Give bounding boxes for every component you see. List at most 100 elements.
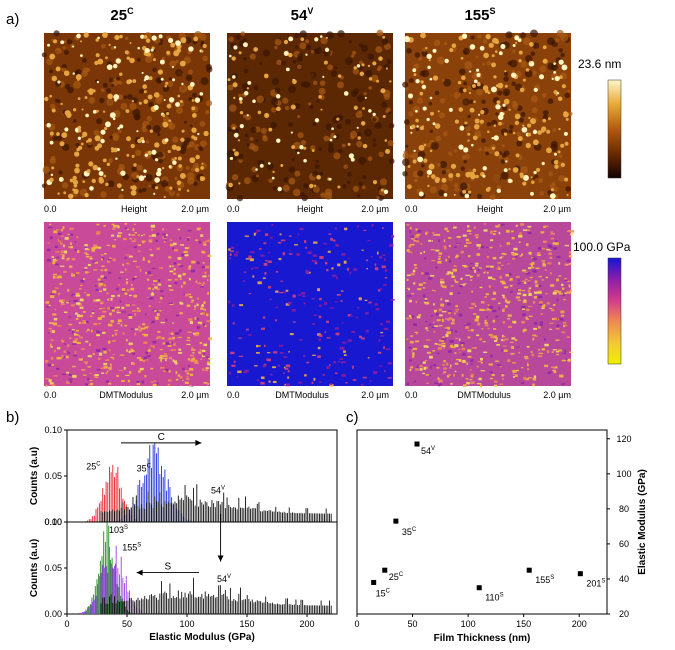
y-tick-label: 40 (619, 574, 629, 584)
scale-end: 2.0 µm (361, 204, 389, 214)
histogram-bar (169, 583, 171, 614)
scale-start: 0.0 (44, 204, 57, 214)
histogram-bar (97, 584, 99, 614)
histogram-bar (144, 475, 146, 522)
histogram-bar (104, 541, 106, 614)
histogram-bar (245, 599, 246, 614)
histogram-bar (98, 576, 100, 614)
histogram-bar (124, 583, 126, 614)
svg-text:54V: 54V (291, 6, 314, 24)
histogram-bar (179, 598, 181, 614)
histogram-bar (126, 610, 128, 614)
histogram-bar (213, 503, 215, 522)
histogram-bar (288, 604, 290, 614)
panel-label-a: a) (6, 11, 19, 28)
histogram-bar (209, 507, 211, 522)
afm-height-image (225, 29, 395, 202)
histogram-bar (117, 467, 119, 522)
histogram-bar (115, 472, 117, 522)
histogram-bar (112, 509, 114, 522)
histogram-bar (330, 513, 332, 522)
scatter-point (393, 518, 399, 524)
channel-label: DMTModulus (99, 390, 153, 400)
histogram-bar (120, 507, 122, 522)
scale-start: 0.0 (44, 390, 57, 400)
histogram-bar (327, 513, 329, 522)
histogram-bar (85, 609, 87, 614)
histogram-bar (277, 511, 278, 522)
histogram-bar (288, 507, 290, 522)
histogram-bar (125, 575, 127, 614)
histogram-bar (315, 605, 317, 614)
histogram-bar (105, 566, 107, 614)
histogram-bar (181, 591, 183, 614)
histogram-bar (310, 513, 312, 522)
annotation-label: S (164, 562, 171, 573)
histogram-bar (182, 597, 184, 614)
series-35C (115, 443, 193, 522)
y-axis-label: Counts (a.u) (29, 447, 40, 505)
histogram-bar (106, 522, 108, 614)
histogram-bar (194, 597, 196, 614)
x-tick-label: 100 (461, 619, 476, 629)
histogram-bar (164, 591, 166, 614)
histogram-bar (245, 496, 246, 522)
histogram-bar (120, 601, 122, 614)
histogram-bar (149, 595, 151, 614)
histogram-bar (171, 598, 173, 614)
channel-label: Height (121, 204, 148, 214)
histogram-bar (156, 500, 157, 522)
scale-start: 0.0 (227, 390, 240, 400)
histogram-bar (159, 492, 161, 522)
histogram-bar (233, 599, 235, 614)
histogram-bar (184, 592, 186, 614)
histogram-bar (327, 605, 329, 614)
histogram-bar (119, 488, 120, 522)
histogram-bar (308, 605, 310, 614)
histogram-bar (156, 453, 157, 522)
histogram-bar (117, 600, 119, 614)
histogram-bar (125, 507, 127, 522)
y-axis-label: Counts (a.u) (29, 539, 40, 597)
modulus-image-row (44, 222, 575, 388)
histogram-bar (142, 508, 144, 522)
histogram-bar (115, 510, 117, 522)
histogram-bar (313, 605, 315, 614)
histogram-bar (199, 596, 201, 614)
histogram-bar (320, 513, 322, 522)
histogram-bar (193, 577, 194, 614)
histogram-bar (145, 474, 147, 522)
histogram-bar (300, 599, 302, 614)
histogram-bar (251, 508, 253, 522)
histogram-bar (307, 508, 309, 522)
histogram-bar (88, 519, 90, 522)
histogram-bar (226, 596, 228, 614)
histogram-bar (103, 567, 105, 614)
histogram-bar (109, 466, 110, 522)
histogram-bar (120, 556, 122, 614)
histogram-bar (114, 511, 115, 522)
histogram-bar (317, 605, 319, 614)
histogram-bar (174, 598, 176, 614)
histogram-bar (258, 601, 260, 614)
histogram-bar (135, 599, 137, 614)
histogram-bar (208, 593, 210, 614)
histogram-bar (307, 605, 309, 614)
histogram-bar (92, 516, 94, 522)
histogram-bar (116, 584, 118, 614)
histogram-bar (221, 501, 223, 522)
histogram-bar (201, 593, 203, 614)
histogram-bar (319, 605, 320, 614)
histogram-bar (223, 492, 225, 522)
histogram-bar (218, 501, 220, 522)
histogram-bar (144, 595, 146, 614)
histogram-bar (145, 598, 147, 614)
modulus-scale-labels: 0.0 DMTModulus 2.0 µm 0.0 DMTModulus 2.0… (44, 390, 571, 400)
y-tick-label: 60 (619, 539, 629, 549)
histogram-bar (308, 513, 310, 522)
histogram-bar (137, 484, 139, 522)
histogram-bar (134, 505, 136, 522)
histogram-bar (196, 597, 198, 614)
histogram-bar (248, 599, 250, 614)
x-tick-label: 100 (179, 619, 194, 629)
